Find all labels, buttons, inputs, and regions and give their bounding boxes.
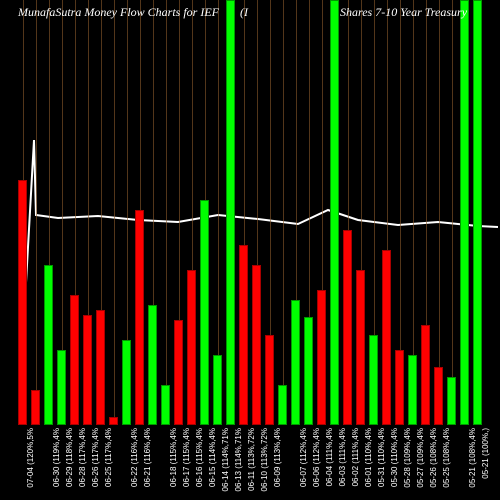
x-tick-label: 05-28 (109%,4%: [403, 428, 412, 488]
x-tick-label: 06-15 (114%,4%: [208, 428, 217, 487]
bar: [44, 265, 53, 425]
x-tick-label: 06-30 (119%,4%: [52, 428, 61, 487]
bar: [83, 315, 92, 425]
bar: [200, 200, 209, 425]
bar: [473, 0, 482, 425]
bar: [135, 210, 144, 425]
bar: [122, 340, 131, 425]
x-tick-label: 06-10 (113%,72%: [260, 428, 269, 491]
x-tick-label: 06-04 (111%,4%: [325, 428, 334, 486]
title-mid: (I: [240, 5, 248, 20]
grid-line: [439, 0, 440, 425]
x-tick-label: 06-01 (110%,4%: [364, 428, 373, 487]
bar: [304, 317, 313, 425]
x-tick-label: 06-17 (115%,4%: [182, 428, 191, 487]
bar: [460, 0, 469, 425]
bar: [239, 245, 248, 425]
x-tick-label: 06-25 (117%,4%: [104, 428, 113, 487]
x-tick-label: 06-03 (111%,4%: [338, 428, 347, 486]
x-tick-label: 06-28 (117%,4%: [78, 428, 87, 487]
bar: [395, 350, 404, 425]
title-left: MunafaSutra Money Flow Charts for IEF: [18, 5, 219, 20]
x-tick-label: 06-07 (112%,4%: [299, 428, 308, 487]
x-tick-label: 06-21 (116%,4%: [143, 428, 152, 487]
bar: [447, 377, 456, 425]
x-tick-label: 06-09 (113%,4%: [273, 428, 282, 487]
bar: [96, 310, 105, 425]
bar: [174, 320, 183, 425]
x-tick-label: 05-31 (110%,4%: [377, 428, 386, 487]
bar: [382, 250, 391, 425]
bar: [70, 295, 79, 425]
bar: [148, 305, 157, 425]
chart-title: MunafaSutra Money Flow Charts for IEF (I…: [0, 5, 500, 25]
bar: [291, 300, 300, 425]
grid-line: [36, 0, 37, 425]
bar: [226, 0, 235, 425]
bar: [252, 265, 261, 425]
bar: [31, 390, 40, 425]
bar: [356, 270, 365, 425]
bar: [57, 350, 66, 425]
title-right: Shares 7-10 Year Treasury: [340, 5, 467, 20]
bar: [213, 355, 222, 425]
x-tick-label: 06-06 (112%,4%: [312, 428, 321, 487]
x-tick-label: 05-21 (100%,): [481, 428, 490, 479]
x-tick-label: 06-18 (115%,4%: [169, 428, 178, 487]
bar: [265, 335, 274, 425]
x-tick-label: 05-21 (108%,4%: [468, 428, 477, 488]
x-tick-label: 07-04 (120%,5%: [26, 428, 35, 488]
x-tick-label: 06-11 (113%,72%: [247, 428, 256, 491]
bar: [369, 335, 378, 425]
bar: [434, 367, 443, 425]
bar: [317, 290, 326, 425]
bar: [187, 270, 196, 425]
x-tick-label: 05-26 (108%,4%: [429, 428, 438, 488]
chart-plot-area: [18, 0, 498, 425]
x-tick-label: 06-22 (116%,4%: [130, 428, 139, 487]
x-tick-label: 06-26 (117%,4%: [91, 428, 100, 487]
bar: [408, 355, 417, 425]
grid-line: [452, 0, 453, 425]
x-axis-labels: 07-04 (120%,5% 06-30 (119%,4% 06-29 (118%,…: [18, 425, 498, 500]
x-tick-label: 05-27 (109%,4%: [416, 428, 425, 488]
bar: [278, 385, 287, 425]
grid-line: [166, 0, 167, 425]
x-tick-label: 05-25 (108%,4%: [442, 428, 451, 488]
x-tick-label: 05-30 (110%,4%: [390, 428, 399, 487]
grid-line: [114, 0, 115, 425]
x-tick-label: 06-29 (118%,4%: [65, 428, 74, 487]
bar: [421, 325, 430, 425]
x-tick-label: 06-14 (114%,71%: [221, 428, 230, 491]
bar: [109, 417, 118, 425]
x-tick-label: 06-16 (115%,4%: [195, 428, 204, 487]
x-tick-label: 06-02 (111%,4%: [351, 428, 360, 486]
bar: [161, 385, 170, 425]
bar: [343, 230, 352, 425]
grid-line: [283, 0, 284, 425]
bar: [18, 180, 27, 425]
x-tick-label: 06-13 (114%,71%: [234, 428, 243, 491]
bar: [330, 0, 339, 425]
